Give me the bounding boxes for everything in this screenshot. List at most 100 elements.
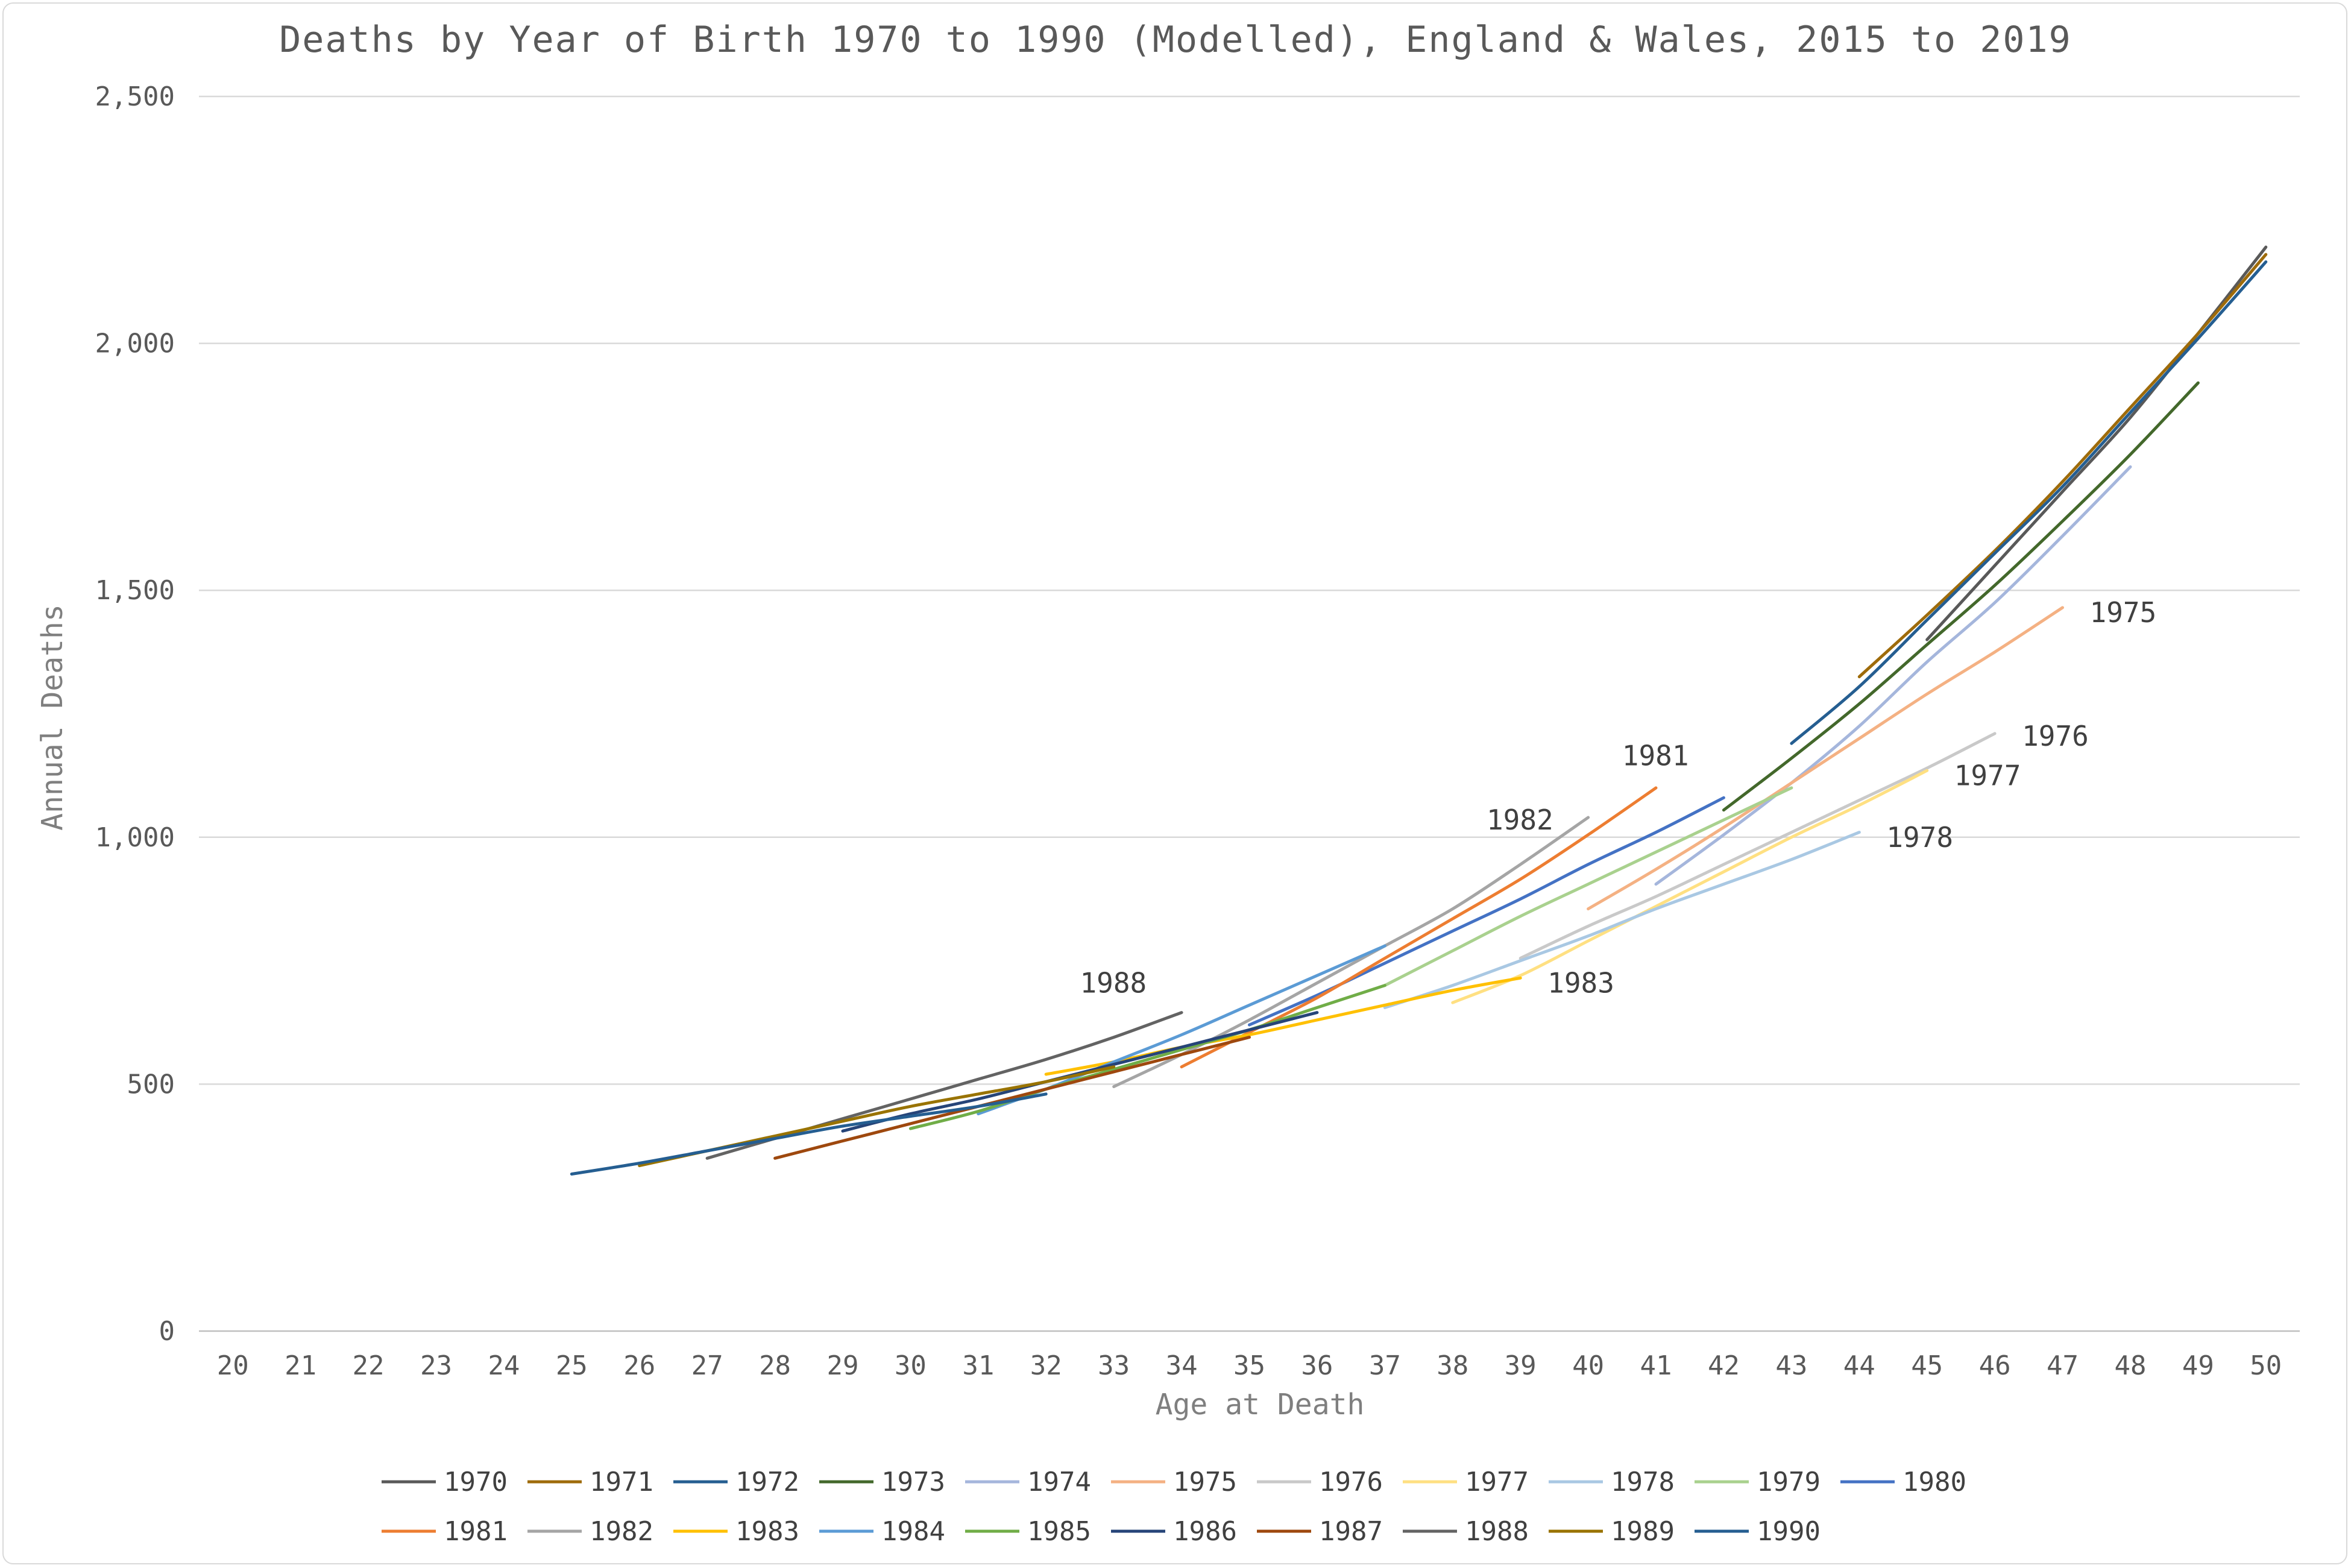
legend: 1970 1971 1972 1973 1974 1975 1976 1977 1978 1979…	[382, 1467, 1966, 1547]
y-tick-label: 1,500	[95, 575, 175, 606]
y-axis-title: Annual Deaths	[36, 604, 69, 831]
legend-label: 1976	[1319, 1467, 1383, 1497]
x-tick-label: 43	[1775, 1350, 1807, 1381]
legend-label: 1989	[1611, 1516, 1675, 1547]
series-layer	[570, 245, 2268, 1176]
legend-label: 1980	[1903, 1467, 1966, 1497]
x-tick-label: 39	[1505, 1350, 1537, 1381]
x-tick-label: 23	[420, 1350, 452, 1381]
series-line-1976	[1519, 732, 1997, 960]
series-line-1990	[570, 1092, 1048, 1176]
legend-item-1985: 1985	[965, 1516, 1091, 1547]
x-tick-label: 29	[826, 1350, 858, 1381]
annotation-label: 1975	[2090, 596, 2157, 629]
legend-item-1981: 1981	[382, 1516, 508, 1547]
legend-item-1987: 1987	[1257, 1516, 1383, 1547]
x-tick-label: 24	[488, 1350, 520, 1381]
x-tick-label: 25	[556, 1350, 588, 1381]
legend-label: 1978	[1611, 1467, 1675, 1497]
y-tick-label: 2,000	[95, 329, 175, 359]
series-line-1972	[1790, 260, 2268, 745]
legend-label: 1985	[1027, 1516, 1091, 1547]
x-tick-label: 45	[1911, 1350, 1943, 1381]
legend-label: 1977	[1465, 1467, 1529, 1497]
series-line-1982	[1112, 816, 1590, 1088]
series-line-1974	[1654, 465, 2132, 886]
series-line-1987	[773, 1036, 1251, 1160]
x-tick-label: 50	[2250, 1350, 2282, 1381]
x-tick-label: 30	[895, 1350, 927, 1381]
legend-label: 1975	[1173, 1467, 1237, 1497]
x-tick-label: 46	[1979, 1350, 2011, 1381]
x-tick-label: 28	[759, 1350, 791, 1381]
legend-item-1982: 1982	[527, 1516, 653, 1547]
y-tick-label: 500	[127, 1069, 175, 1100]
x-tick-label: 42	[1708, 1350, 1740, 1381]
y-tick-label: 1,000	[95, 822, 175, 853]
series-line-1978	[1383, 831, 1861, 1009]
series-line-1979	[1383, 786, 1793, 987]
x-tick-label: 38	[1437, 1350, 1468, 1381]
legend-item-1973: 1973	[819, 1467, 945, 1497]
x-tick-label: 40	[1572, 1350, 1604, 1381]
legend-label: 1973	[881, 1467, 945, 1497]
legend-item-1975: 1975	[1111, 1467, 1237, 1497]
legend-item-1979: 1979	[1695, 1467, 1821, 1497]
legend-label: 1974	[1027, 1467, 1091, 1497]
chart-title: Deaths by Year of Birth 1970 to 1990 (Mo…	[279, 19, 2072, 61]
legend-item-1976: 1976	[1257, 1467, 1383, 1497]
x-tick-label: 26	[623, 1350, 655, 1381]
legend-item-1984: 1984	[819, 1516, 945, 1547]
legend-item-1972: 1972	[673, 1467, 799, 1497]
annotation-label: 1976	[2022, 720, 2089, 752]
legend-item-1990: 1990	[1695, 1516, 1821, 1547]
legend-label: 1970	[444, 1467, 508, 1497]
x-tick-label: 47	[2047, 1350, 2079, 1381]
legend-item-1983: 1983	[673, 1516, 799, 1547]
legend-item-1988: 1988	[1403, 1516, 1529, 1547]
legend-label: 1971	[590, 1467, 653, 1497]
series-line-1984	[977, 944, 1386, 1116]
x-tick-label: 32	[1030, 1350, 1062, 1381]
annotation-label: 1982	[1487, 804, 1553, 836]
series-line-1971	[1857, 253, 2268, 679]
legend-item-1980: 1980	[1840, 1467, 1966, 1497]
legend-label: 1987	[1319, 1516, 1383, 1547]
legend-item-1974: 1974	[965, 1467, 1091, 1497]
x-tick-label: 27	[691, 1350, 723, 1381]
legend-label: 1981	[444, 1516, 508, 1547]
annotation-label: 1988	[1080, 966, 1147, 999]
series-line-1980	[1248, 796, 1725, 1027]
legend-label: 1983	[735, 1516, 799, 1547]
annotation-label: 1981	[1622, 740, 1689, 772]
x-tick-label: 35	[1233, 1350, 1265, 1381]
x-tick-label: 36	[1301, 1350, 1333, 1381]
annotation-label: 1977	[1954, 759, 2021, 792]
series-line-1986	[841, 1011, 1319, 1133]
y-tick-label: 2,500	[95, 81, 175, 112]
legend-item-1970: 1970	[382, 1467, 508, 1497]
y-tick-label: 0	[159, 1316, 175, 1347]
x-tick-label: 48	[2114, 1350, 2146, 1381]
series-line-1975	[1587, 606, 2064, 911]
legend-label: 1986	[1173, 1516, 1237, 1547]
x-tick-label: 21	[285, 1350, 316, 1381]
legend-label: 1982	[590, 1516, 653, 1547]
x-tick-label: 44	[1843, 1350, 1875, 1381]
annotation-label: 1983	[1547, 966, 1614, 999]
x-tick-label: 34	[1166, 1350, 1198, 1381]
series-line-1973	[1722, 381, 2200, 812]
legend-item-1977: 1977	[1403, 1467, 1529, 1497]
x-tick-label: 37	[1369, 1350, 1401, 1381]
x-tick-label: 22	[353, 1350, 385, 1381]
x-axis-title: Age at Death	[1156, 1388, 1365, 1422]
legend-item-1971: 1971	[527, 1467, 653, 1497]
legend-label: 1990	[1757, 1516, 1821, 1547]
legend-item-1986: 1986	[1111, 1516, 1237, 1547]
legend-item-1989: 1989	[1549, 1516, 1675, 1547]
series-line-1985	[908, 984, 1386, 1130]
y-axis-ticks: 0 500 1,000 1,500 2,000 2,500	[95, 81, 175, 1347]
legend-item-1978: 1978	[1549, 1467, 1675, 1497]
